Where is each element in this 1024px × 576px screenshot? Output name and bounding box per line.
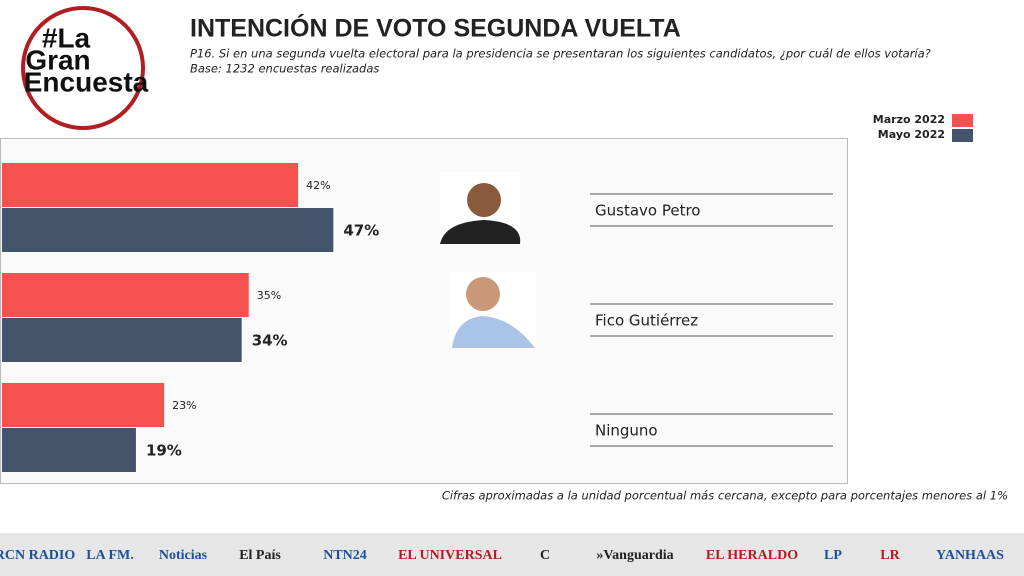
- bar: [2, 383, 165, 427]
- bar: [2, 273, 249, 317]
- footer-logo: NTN24: [323, 548, 367, 563]
- bar: [2, 318, 242, 362]
- category-label: Gustavo Petro: [595, 202, 700, 220]
- value-label: 35%: [257, 289, 281, 302]
- photo: [440, 172, 521, 244]
- footer-logo: LA FM.: [86, 548, 133, 563]
- brand-line: Encuesta: [24, 66, 149, 97]
- value-label: 23%: [172, 399, 196, 412]
- footnote: Cifras aproximadas a la unidad porcentua…: [442, 489, 1008, 503]
- photo: [450, 272, 536, 348]
- brand-line: #La: [42, 22, 91, 53]
- bar: [2, 208, 334, 252]
- brand-line: Gran: [25, 44, 90, 75]
- chart-subtitle: P16. Si en una segunda vuelta electoral …: [190, 47, 931, 61]
- footer-logo: YANHAAS: [936, 548, 1004, 563]
- footer-band: [0, 533, 1024, 576]
- value-label: 47%: [343, 222, 379, 240]
- footer-logo: EL HERALDO: [706, 548, 798, 563]
- legend-swatch: [952, 114, 973, 127]
- footer-logo: LP: [824, 548, 842, 563]
- value-label: 19%: [146, 442, 182, 460]
- legend-label: Marzo 2022: [873, 113, 945, 126]
- brand-ring: [21, 6, 145, 130]
- legend-label: Mayo 2022: [878, 128, 945, 141]
- footer-logo: Noticias: [159, 548, 208, 563]
- footer-logo: »Vanguardia: [596, 548, 673, 563]
- chart-base: Base: 1232 encuestas realizadas: [190, 62, 379, 76]
- category-label: Ninguno: [595, 422, 658, 440]
- bar: [2, 163, 299, 207]
- footer-logo: El País: [239, 548, 281, 563]
- footer-logo: EL UNIVERSAL: [398, 548, 502, 563]
- value-label: 42%: [306, 179, 330, 192]
- bar: [2, 428, 136, 472]
- value-label: 34%: [252, 332, 288, 350]
- footer-logo: LR: [880, 548, 900, 563]
- legend-swatch: [952, 129, 973, 142]
- category-label: Fico Gutiérrez: [595, 312, 698, 330]
- chart-title: INTENCIÓN DE VOTO SEGUNDA VUELTA: [190, 13, 681, 43]
- footer-logo: C: [540, 548, 550, 563]
- footer-logo: RCN RADIO: [0, 548, 75, 563]
